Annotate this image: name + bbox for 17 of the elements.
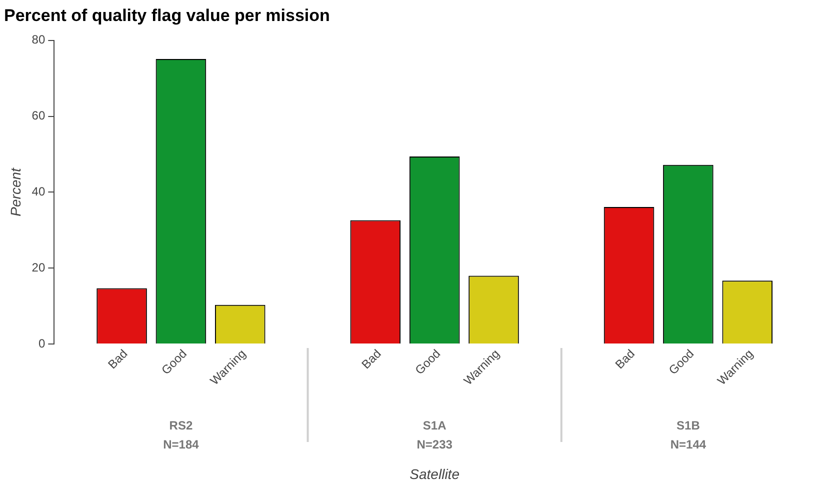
y-tick-label: 0 bbox=[38, 336, 46, 350]
chart-title: Percent of quality flag value per mission bbox=[4, 6, 330, 25]
y-axis-title: Percent bbox=[7, 166, 24, 216]
x-axis-title: Satellite bbox=[410, 466, 460, 482]
text: Bad bbox=[612, 346, 638, 372]
text: N=144 bbox=[670, 437, 706, 452]
y-tick-label: 60 bbox=[32, 108, 46, 123]
text: Bad bbox=[358, 346, 384, 372]
text: Bad bbox=[105, 346, 130, 372]
text: N=184 bbox=[163, 437, 200, 452]
y-tick-label: 20 bbox=[32, 260, 46, 274]
text: N=233 bbox=[416, 437, 453, 452]
x-tick-label: S1A bbox=[422, 418, 447, 432]
x-tick-label: S1B bbox=[676, 418, 700, 432]
x-tick-label: RS2 bbox=[169, 418, 193, 432]
y-tick-label: 80 bbox=[32, 32, 46, 47]
y-tick-label: 40 bbox=[32, 184, 46, 199]
